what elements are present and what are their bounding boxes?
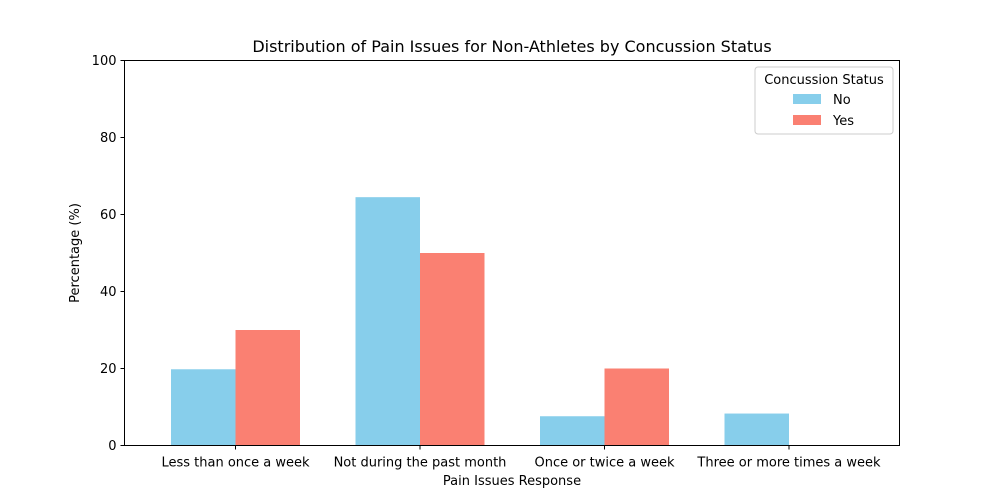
axes-frame — [124, 60, 900, 446]
legend-swatch-no — [793, 94, 821, 104]
x-tick-label: Less than once a week — [161, 456, 310, 471]
y-tick-label: 60 — [100, 208, 117, 223]
y-tick-label: 40 — [100, 285, 117, 300]
bar-no-1 — [171, 369, 236, 446]
legend-title: Concussion Status — [764, 73, 884, 88]
legend-label-no: No — [833, 93, 851, 108]
y-tick-label: 100 — [92, 54, 117, 69]
y-tick-label: 0 — [108, 439, 116, 454]
chart-title: Distribution of Pain Issues for Non-Athl… — [252, 37, 771, 56]
bar-no-4 — [724, 413, 789, 446]
x-tick-label: Once or twice a week — [534, 456, 675, 471]
x-tick-label: Not during the past month — [334, 456, 507, 471]
x-axis-label: Pain Issues Response — [443, 474, 581, 489]
bar-yes-1 — [235, 330, 300, 446]
legend-swatch-yes — [793, 115, 821, 125]
y-tick-label: 80 — [100, 131, 117, 146]
bar-yes-2 — [420, 253, 485, 446]
bar-yes-3 — [604, 368, 669, 446]
plot-area: Less than once a week Not during the past… — [92, 54, 881, 471]
legend-label-yes: Yes — [832, 114, 854, 129]
bar-no-3 — [540, 416, 605, 446]
bar-no-2 — [355, 197, 420, 446]
legend-box — [754, 66, 894, 135]
legend: Concussion Status No Yes — [754, 66, 894, 135]
y-tick-label: 20 — [100, 362, 117, 377]
y-axis-label: Percentage (%) — [68, 203, 83, 303]
x-tick-label: Three or more times a week — [696, 456, 881, 471]
